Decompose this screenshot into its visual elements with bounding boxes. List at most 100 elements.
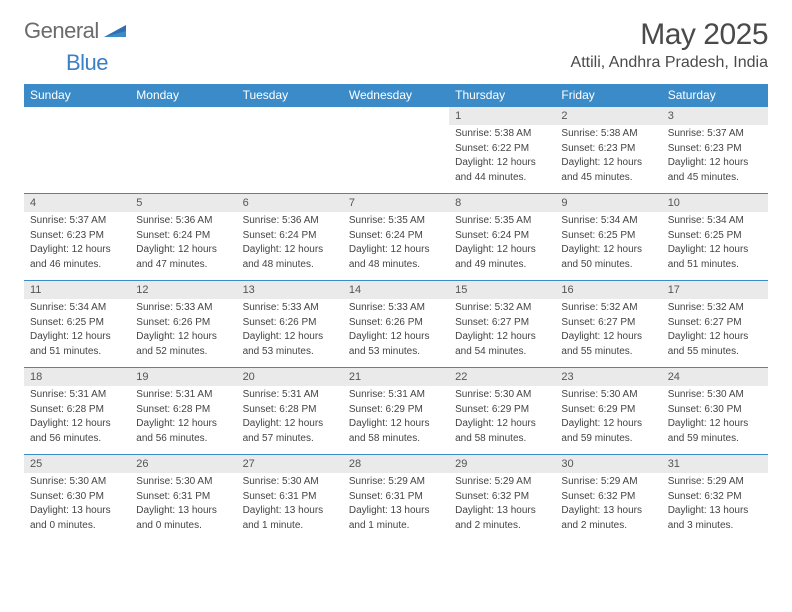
dl2-text: and 1 minute.	[349, 519, 443, 533]
ss-text: Sunset: 6:24 PM	[455, 229, 549, 243]
ss-text: Sunset: 6:25 PM	[561, 229, 655, 243]
ss-text: Sunset: 6:24 PM	[136, 229, 230, 243]
dl1-text: Daylight: 13 hours	[136, 504, 230, 518]
date-cell: 12	[130, 281, 236, 300]
info-cell: Sunrise: 5:30 AMSunset: 6:31 PMDaylight:…	[237, 473, 343, 541]
sr-text: Sunrise: 5:31 AM	[243, 388, 337, 402]
logo: General	[24, 18, 128, 44]
date-cell: 11	[24, 281, 130, 300]
dl2-text: and 54 minutes.	[455, 345, 549, 359]
dl2-text: and 46 minutes.	[30, 258, 124, 272]
date-cell: 21	[343, 368, 449, 387]
dl2-text: and 48 minutes.	[349, 258, 443, 272]
info-cell: Sunrise: 5:36 AMSunset: 6:24 PMDaylight:…	[237, 212, 343, 281]
sr-text: Sunrise: 5:38 AM	[455, 127, 549, 141]
ss-text: Sunset: 6:27 PM	[668, 316, 762, 330]
info-cell: Sunrise: 5:32 AMSunset: 6:27 PMDaylight:…	[449, 299, 555, 368]
dl1-text: Daylight: 12 hours	[668, 330, 762, 344]
dl2-text: and 48 minutes.	[243, 258, 337, 272]
date-cell: 9	[555, 194, 661, 213]
ss-text: Sunset: 6:24 PM	[349, 229, 443, 243]
info-cell: Sunrise: 5:33 AMSunset: 6:26 PMDaylight:…	[343, 299, 449, 368]
dl1-text: Daylight: 13 hours	[30, 504, 124, 518]
month-title: May 2025	[571, 18, 768, 52]
sr-text: Sunrise: 5:35 AM	[349, 214, 443, 228]
info-cell: Sunrise: 5:33 AMSunset: 6:26 PMDaylight:…	[237, 299, 343, 368]
info-cell: Sunrise: 5:31 AMSunset: 6:28 PMDaylight:…	[130, 386, 236, 455]
ss-text: Sunset: 6:32 PM	[561, 490, 655, 504]
dl1-text: Daylight: 12 hours	[455, 417, 549, 431]
info-cell: Sunrise: 5:35 AMSunset: 6:24 PMDaylight:…	[449, 212, 555, 281]
dl2-text: and 56 minutes.	[136, 432, 230, 446]
info-row: Sunrise: 5:31 AMSunset: 6:28 PMDaylight:…	[24, 386, 768, 455]
sr-text: Sunrise: 5:37 AM	[30, 214, 124, 228]
dl2-text: and 58 minutes.	[349, 432, 443, 446]
dl2-text: and 56 minutes.	[30, 432, 124, 446]
sr-text: Sunrise: 5:34 AM	[30, 301, 124, 315]
info-cell	[130, 125, 236, 194]
day-of-week-row: Sunday Monday Tuesday Wednesday Thursday…	[24, 84, 768, 107]
date-row: 25262728293031	[24, 455, 768, 474]
date-cell: 14	[343, 281, 449, 300]
date-cell: 6	[237, 194, 343, 213]
ss-text: Sunset: 6:25 PM	[30, 316, 124, 330]
dow-sat: Saturday	[662, 84, 768, 107]
dl1-text: Daylight: 12 hours	[455, 330, 549, 344]
dl1-text: Daylight: 12 hours	[136, 417, 230, 431]
date-cell: 13	[237, 281, 343, 300]
info-cell: Sunrise: 5:31 AMSunset: 6:28 PMDaylight:…	[237, 386, 343, 455]
dl1-text: Daylight: 12 hours	[243, 243, 337, 257]
dl2-text: and 1 minute.	[243, 519, 337, 533]
info-cell	[24, 125, 130, 194]
sr-text: Sunrise: 5:34 AM	[668, 214, 762, 228]
info-cell: Sunrise: 5:32 AMSunset: 6:27 PMDaylight:…	[555, 299, 661, 368]
info-cell: Sunrise: 5:33 AMSunset: 6:26 PMDaylight:…	[130, 299, 236, 368]
sr-text: Sunrise: 5:30 AM	[561, 388, 655, 402]
dl1-text: Daylight: 12 hours	[30, 330, 124, 344]
dl1-text: Daylight: 13 hours	[349, 504, 443, 518]
dl1-text: Daylight: 13 hours	[243, 504, 337, 518]
ss-text: Sunset: 6:26 PM	[243, 316, 337, 330]
info-row: Sunrise: 5:30 AMSunset: 6:30 PMDaylight:…	[24, 473, 768, 541]
info-cell: Sunrise: 5:35 AMSunset: 6:24 PMDaylight:…	[343, 212, 449, 281]
info-cell: Sunrise: 5:30 AMSunset: 6:29 PMDaylight:…	[449, 386, 555, 455]
dl1-text: Daylight: 13 hours	[668, 504, 762, 518]
info-cell: Sunrise: 5:30 AMSunset: 6:31 PMDaylight:…	[130, 473, 236, 541]
sr-text: Sunrise: 5:37 AM	[668, 127, 762, 141]
dl2-text: and 51 minutes.	[668, 258, 762, 272]
logo-triangle-icon	[104, 21, 126, 42]
ss-text: Sunset: 6:31 PM	[243, 490, 337, 504]
date-cell: 23	[555, 368, 661, 387]
dl2-text: and 52 minutes.	[136, 345, 230, 359]
sr-text: Sunrise: 5:33 AM	[243, 301, 337, 315]
logo-word1: General	[24, 18, 99, 44]
dow-wed: Wednesday	[343, 84, 449, 107]
info-cell: Sunrise: 5:30 AMSunset: 6:29 PMDaylight:…	[555, 386, 661, 455]
dl1-text: Daylight: 13 hours	[455, 504, 549, 518]
date-cell: 20	[237, 368, 343, 387]
date-cell	[237, 107, 343, 126]
date-cell: 5	[130, 194, 236, 213]
sr-text: Sunrise: 5:35 AM	[455, 214, 549, 228]
ss-text: Sunset: 6:29 PM	[455, 403, 549, 417]
info-cell: Sunrise: 5:29 AMSunset: 6:31 PMDaylight:…	[343, 473, 449, 541]
ss-text: Sunset: 6:32 PM	[668, 490, 762, 504]
date-row: 45678910	[24, 194, 768, 213]
info-cell: Sunrise: 5:38 AMSunset: 6:22 PMDaylight:…	[449, 125, 555, 194]
dl1-text: Daylight: 12 hours	[30, 417, 124, 431]
sr-text: Sunrise: 5:30 AM	[668, 388, 762, 402]
dl2-text: and 50 minutes.	[561, 258, 655, 272]
ss-text: Sunset: 6:26 PM	[349, 316, 443, 330]
location: Attili, Andhra Pradesh, India	[571, 54, 768, 72]
dow-sun: Sunday	[24, 84, 130, 107]
date-cell: 28	[343, 455, 449, 474]
ss-text: Sunset: 6:31 PM	[349, 490, 443, 504]
ss-text: Sunset: 6:29 PM	[349, 403, 443, 417]
sr-text: Sunrise: 5:29 AM	[668, 475, 762, 489]
dow-mon: Monday	[130, 84, 236, 107]
dl1-text: Daylight: 12 hours	[455, 156, 549, 170]
info-cell: Sunrise: 5:34 AMSunset: 6:25 PMDaylight:…	[24, 299, 130, 368]
sr-text: Sunrise: 5:30 AM	[136, 475, 230, 489]
dl1-text: Daylight: 12 hours	[561, 330, 655, 344]
info-cell: Sunrise: 5:29 AMSunset: 6:32 PMDaylight:…	[662, 473, 768, 541]
